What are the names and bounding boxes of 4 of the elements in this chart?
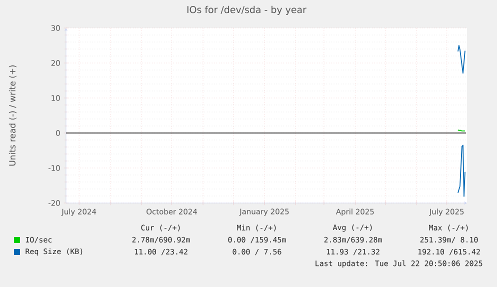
y-axis-title: Units read (-) / write (+) [8,65,16,166]
line-series [457,45,466,74]
line-series [457,144,466,197]
chart-title: IOs for /dev/sda - by year [187,6,306,16]
